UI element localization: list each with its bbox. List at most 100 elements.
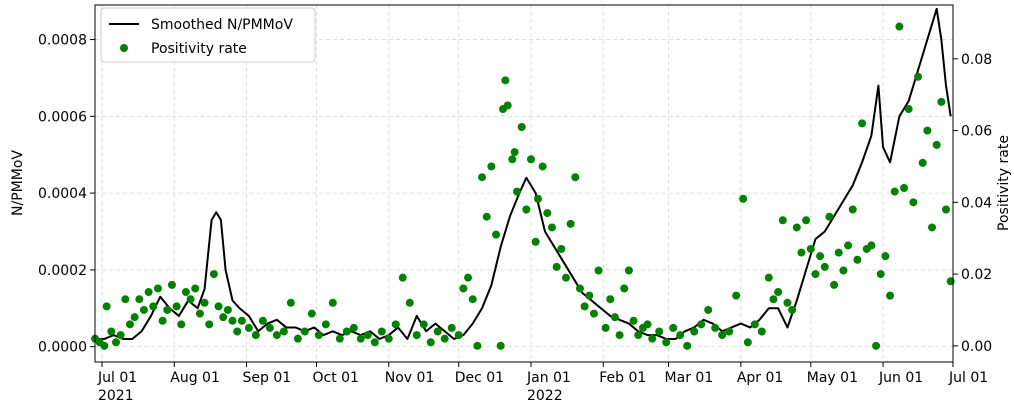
x-tick-label: Feb 01 (599, 370, 646, 386)
scatter-point (186, 295, 195, 304)
scatter-point (876, 270, 885, 279)
scatter-point (783, 298, 792, 307)
scatter-point (473, 341, 482, 350)
scatter-point (757, 327, 766, 336)
scatter-point (510, 148, 519, 157)
y2-axis-label: Positivity rate (996, 135, 1012, 231)
scatter-point (468, 295, 477, 304)
x-tick-label: Aug 01 (170, 370, 220, 386)
scatter-point (629, 316, 638, 325)
scatter-point (937, 97, 946, 106)
y-tick-label: 0.0000 (38, 340, 87, 356)
scatter-point (718, 331, 727, 340)
scatter-point (314, 331, 323, 340)
x-tick-label: Sep 01 (243, 370, 292, 386)
scatter-point (321, 320, 330, 329)
legend: Smoothed N/PMMoV Positivity rate (100, 7, 316, 63)
scatter-point (662, 338, 671, 347)
scatter-point (788, 305, 797, 314)
scatter-point (704, 305, 713, 314)
x-tick-label: Jul 01 (948, 370, 988, 386)
scatter-point (606, 295, 615, 304)
scatter-point (844, 241, 853, 250)
scatter-point (356, 334, 365, 343)
scatter-point (816, 252, 825, 261)
scatter-point (121, 295, 130, 304)
y-tick-label: 0.0008 (38, 33, 87, 49)
scatter-point (454, 331, 463, 340)
scatter-point (102, 302, 111, 311)
scatter-point (279, 327, 288, 336)
x-tick-label: Apr 01 (737, 370, 783, 386)
scatter-point (725, 327, 734, 336)
scatter-point (601, 323, 610, 332)
scatter-point (349, 323, 358, 332)
scatter-point (886, 291, 895, 300)
scatter-point (743, 338, 752, 347)
scatter-point (580, 302, 589, 311)
scatter-point (890, 187, 899, 196)
scatter-point (792, 223, 801, 232)
y2-tick-label: 0.08 (961, 52, 992, 68)
scatter-point (522, 205, 531, 214)
scatter-point (181, 288, 190, 297)
scatter-point (624, 266, 633, 275)
scatter-point (405, 298, 414, 307)
scatter-point (683, 341, 692, 350)
scatter-point (153, 284, 162, 293)
scatter-point (130, 313, 139, 322)
y-tick-label: 0.0004 (38, 186, 87, 202)
scatter-point (492, 230, 501, 239)
scatter-point (258, 316, 267, 325)
scatter-point (177, 320, 186, 329)
scatter-point (858, 119, 867, 128)
scatter-point (335, 334, 344, 343)
scatter-point (158, 316, 167, 325)
y2-tick-label: 0.00 (961, 339, 992, 355)
y2-tick-label: 0.04 (961, 195, 992, 211)
scatter-point (433, 327, 442, 336)
x-tick-label: Mar 01 (665, 370, 714, 386)
scatter-point (811, 270, 820, 279)
scatter-point (328, 298, 337, 307)
scatter-point (191, 284, 200, 293)
x-tick-label: Oct 01 (312, 370, 358, 386)
scatter-point (895, 22, 904, 31)
scatter-point (412, 331, 421, 340)
scatter-point (932, 140, 941, 149)
legend-box (100, 7, 316, 63)
scatter-point (293, 334, 302, 343)
x-tick-label: Dec 01 (455, 370, 504, 386)
scatter-point (655, 327, 664, 336)
scatter-point (391, 320, 400, 329)
y2-tick-label: 0.06 (961, 124, 992, 140)
scatter-point (585, 291, 594, 300)
scatter-point (342, 327, 351, 336)
scatter-point (589, 309, 598, 318)
scatter-point (942, 205, 951, 214)
x-tick-label: Jul 01 2021 (97, 370, 137, 404)
scatter-point (526, 155, 535, 164)
scatter-point (669, 323, 678, 332)
scatter-point (820, 262, 829, 271)
scatter-point (440, 334, 449, 343)
scatter-point (561, 273, 570, 282)
scatter-point (634, 331, 643, 340)
scatter-point (830, 280, 839, 289)
scatter-point (496, 341, 505, 350)
scatter-point (459, 284, 468, 293)
scatter-point (223, 305, 232, 314)
scatter-point (615, 331, 624, 340)
y-tick-label: 0.0006 (38, 109, 87, 125)
scatter-point (531, 237, 540, 246)
y2-tick-label: 0.02 (961, 267, 992, 283)
scatter-point (508, 155, 517, 164)
x-tick-label: Nov 01 (385, 370, 435, 386)
scatter-point (116, 331, 125, 340)
scatter-point (144, 288, 153, 297)
legend-label: Positivity rate (151, 41, 247, 57)
legend-marker (120, 44, 128, 52)
x-tick-label: Jan 01 2022 (526, 370, 571, 404)
scatter-point (928, 223, 937, 232)
